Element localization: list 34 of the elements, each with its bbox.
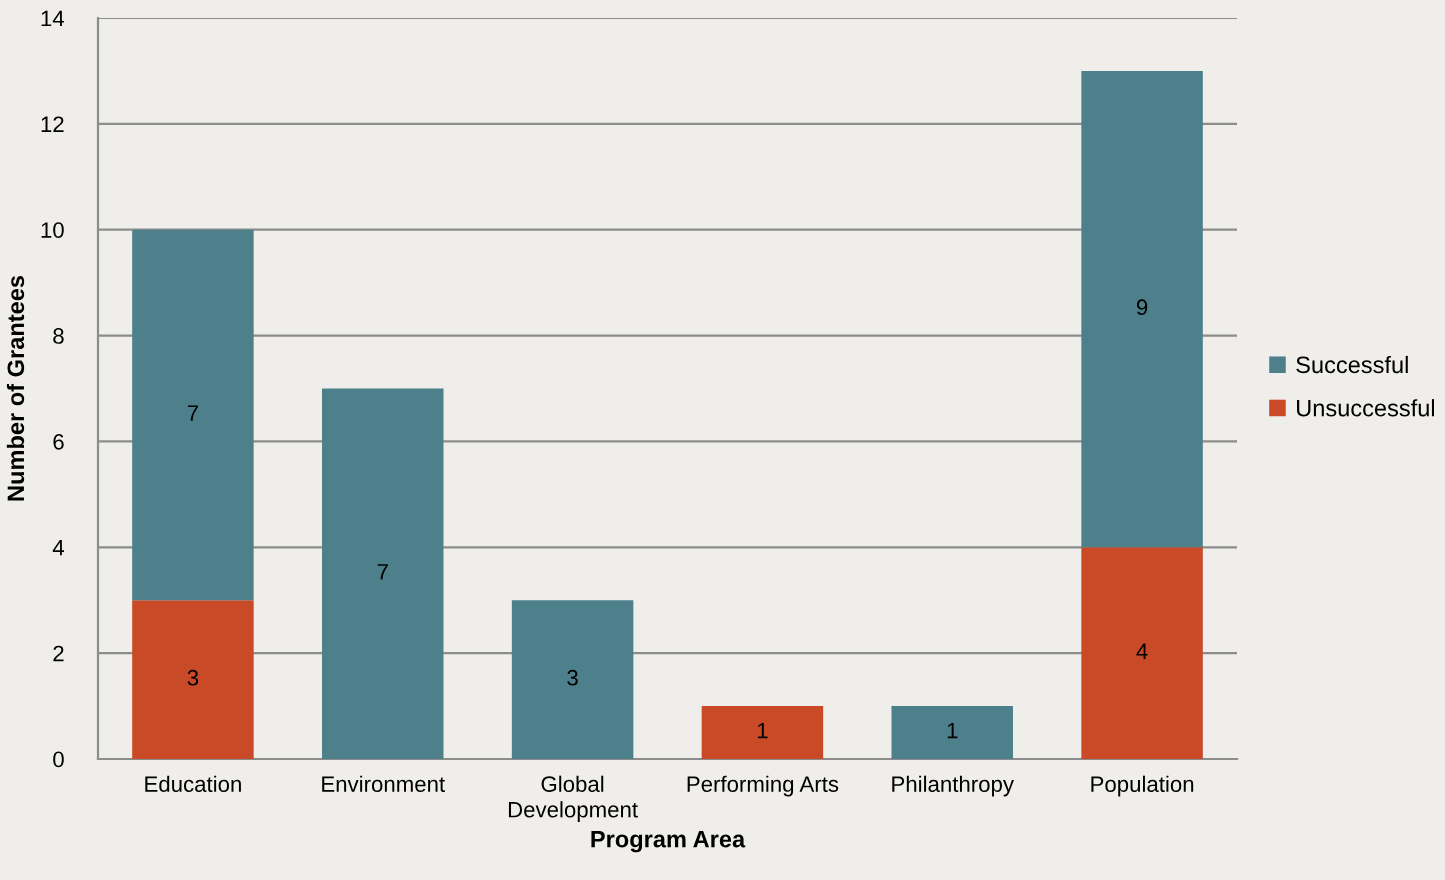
- data-label: 7: [377, 564, 388, 580]
- bar: [1081, 70, 1203, 548]
- bar: [1081, 547, 1203, 759]
- data-label: 3: [187, 669, 199, 686]
- bar: [132, 600, 254, 759]
- data-label: 7: [187, 405, 198, 421]
- y-tick-label: 6: [53, 433, 64, 450]
- data-label: 4: [1136, 643, 1148, 659]
- bar: [511, 600, 634, 759]
- y-tick-label: 14: [41, 10, 65, 27]
- x-tick-label: Environment: [322, 775, 445, 792]
- y-tick-label: 10: [41, 222, 64, 238]
- x-tick-label: Global Development: [508, 775, 638, 822]
- data-label: 9: [1136, 299, 1148, 316]
- bar: [891, 706, 1013, 759]
- y-tick-label: 12: [41, 116, 64, 132]
- x-tick-label: Population: [1091, 775, 1194, 797]
- x-axis-title: Program Area: [591, 831, 746, 853]
- bar: [701, 706, 824, 759]
- y-axis-title: Number of Grantees: [6, 275, 25, 501]
- y-tick-label: 0: [53, 751, 64, 768]
- bar: [322, 388, 444, 759]
- x-tick-label: Performing Arts: [687, 775, 839, 797]
- legend-label: Unsuccessful: [1297, 399, 1435, 417]
- bar: [132, 229, 254, 601]
- x-tick-label: Education: [145, 775, 241, 792]
- data-label: 3: [567, 669, 578, 686]
- legend-label: Successful: [1296, 355, 1408, 374]
- data-label: 1: [757, 722, 768, 739]
- x-tick-label: Philanthropy: [892, 775, 1014, 797]
- y-tick-label: 2: [53, 645, 64, 662]
- y-tick-label: 4: [52, 540, 65, 556]
- y-tick-label: 8: [53, 328, 64, 344]
- data-label: 1: [947, 722, 958, 739]
